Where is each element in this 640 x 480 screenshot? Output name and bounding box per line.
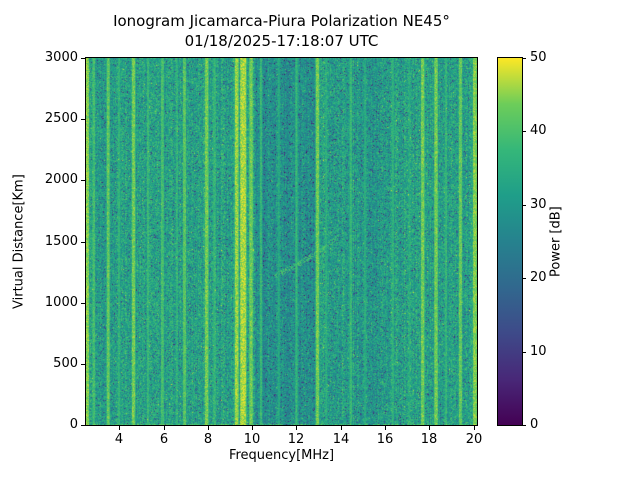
- colorbar-label: Power [dB]: [548, 206, 564, 277]
- x-tick-label: 20: [465, 432, 483, 447]
- colorbar-tick-label: 40: [530, 123, 547, 138]
- colorbar-tick-label: 30: [530, 197, 547, 212]
- heatmap-canvas: [86, 58, 477, 425]
- y-tick-mark: [81, 303, 85, 304]
- x-tick-mark: [385, 426, 386, 430]
- x-tick-label: 6: [159, 432, 169, 447]
- y-tick-label: 1500: [44, 234, 78, 249]
- colorbar-gradient: [497, 57, 523, 426]
- y-tick-label: 2000: [44, 172, 78, 187]
- x-axis-label: Frequency[MHz]: [228, 448, 335, 463]
- y-tick-label: 1000: [44, 295, 78, 310]
- colorbar-tick-label: 50: [530, 50, 547, 65]
- x-tick-label: 4: [114, 432, 124, 447]
- y-tick-mark: [81, 180, 85, 181]
- y-tick-label: 3000: [44, 50, 78, 65]
- x-tick-label: 16: [376, 432, 394, 447]
- x-tick-mark: [474, 426, 475, 430]
- chart-title-block: Ionogram Jicamarca-Piura Polarization NE…: [86, 11, 477, 51]
- x-tick-label: 10: [243, 432, 261, 447]
- x-tick-label: 8: [203, 432, 213, 447]
- y-tick-mark: [81, 242, 85, 243]
- y-axis-label: Virtual Distance[Km]: [11, 174, 27, 309]
- colorbar-tick-mark: [522, 278, 526, 279]
- x-tick-mark: [341, 426, 342, 430]
- x-tick-label: 14: [332, 432, 350, 447]
- x-tick-mark: [429, 426, 430, 430]
- x-tick-label: 12: [287, 432, 305, 447]
- x-tick-mark: [164, 426, 165, 430]
- colorbar-tick-mark: [522, 205, 526, 206]
- colorbar-tick-label: 0: [530, 417, 539, 432]
- x-tick-mark: [208, 426, 209, 430]
- x-tick-mark: [119, 426, 120, 430]
- y-tick-mark: [81, 119, 85, 120]
- colorbar-tick-mark: [522, 131, 526, 132]
- y-tick-mark: [81, 58, 85, 59]
- colorbar-tick-mark: [522, 58, 526, 59]
- chart-title: Ionogram Jicamarca-Piura Polarization NE…: [113, 12, 450, 30]
- y-tick-label: 500: [53, 356, 78, 371]
- x-tick-mark: [252, 426, 253, 430]
- y-tick-mark: [81, 364, 85, 365]
- colorbar-tick-label: 20: [530, 270, 547, 285]
- y-tick-label: 2500: [44, 111, 78, 126]
- chart-subtitle: 01/18/2025-17:18:07 UTC: [184, 32, 379, 50]
- x-tick-mark: [296, 426, 297, 430]
- colorbar-tick-label: 10: [530, 344, 547, 359]
- plot-area: [85, 57, 478, 426]
- y-tick-label: 0: [69, 417, 78, 432]
- x-tick-label: 18: [420, 432, 438, 447]
- colorbar-tick-mark: [522, 352, 526, 353]
- colorbar-tick-mark: [522, 425, 526, 426]
- y-tick-mark: [81, 425, 85, 426]
